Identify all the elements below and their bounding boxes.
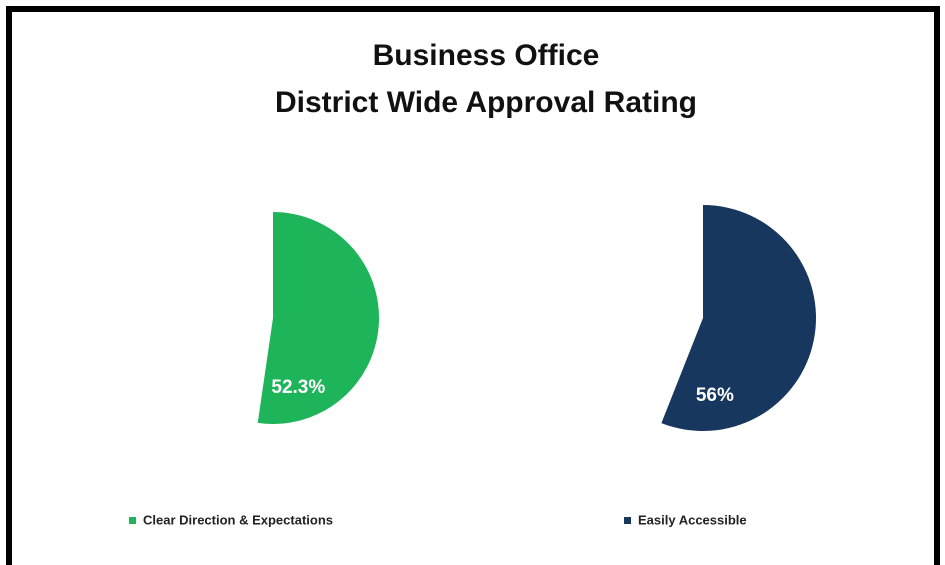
chart-title: Business Office (373, 39, 600, 72)
legend-label: Clear Direction & Expectations (143, 512, 333, 527)
data-label: 56% (696, 385, 734, 406)
legend-swatch (129, 517, 136, 524)
pie-slice (661, 205, 817, 431)
legend-label: Easily Accessible (638, 512, 747, 527)
pie-slice (257, 212, 379, 424)
data-label: 52.3% (271, 377, 325, 398)
legend-swatch (624, 517, 631, 524)
frame (6, 6, 940, 565)
chart-title: District Wide Approval Rating (275, 86, 697, 119)
